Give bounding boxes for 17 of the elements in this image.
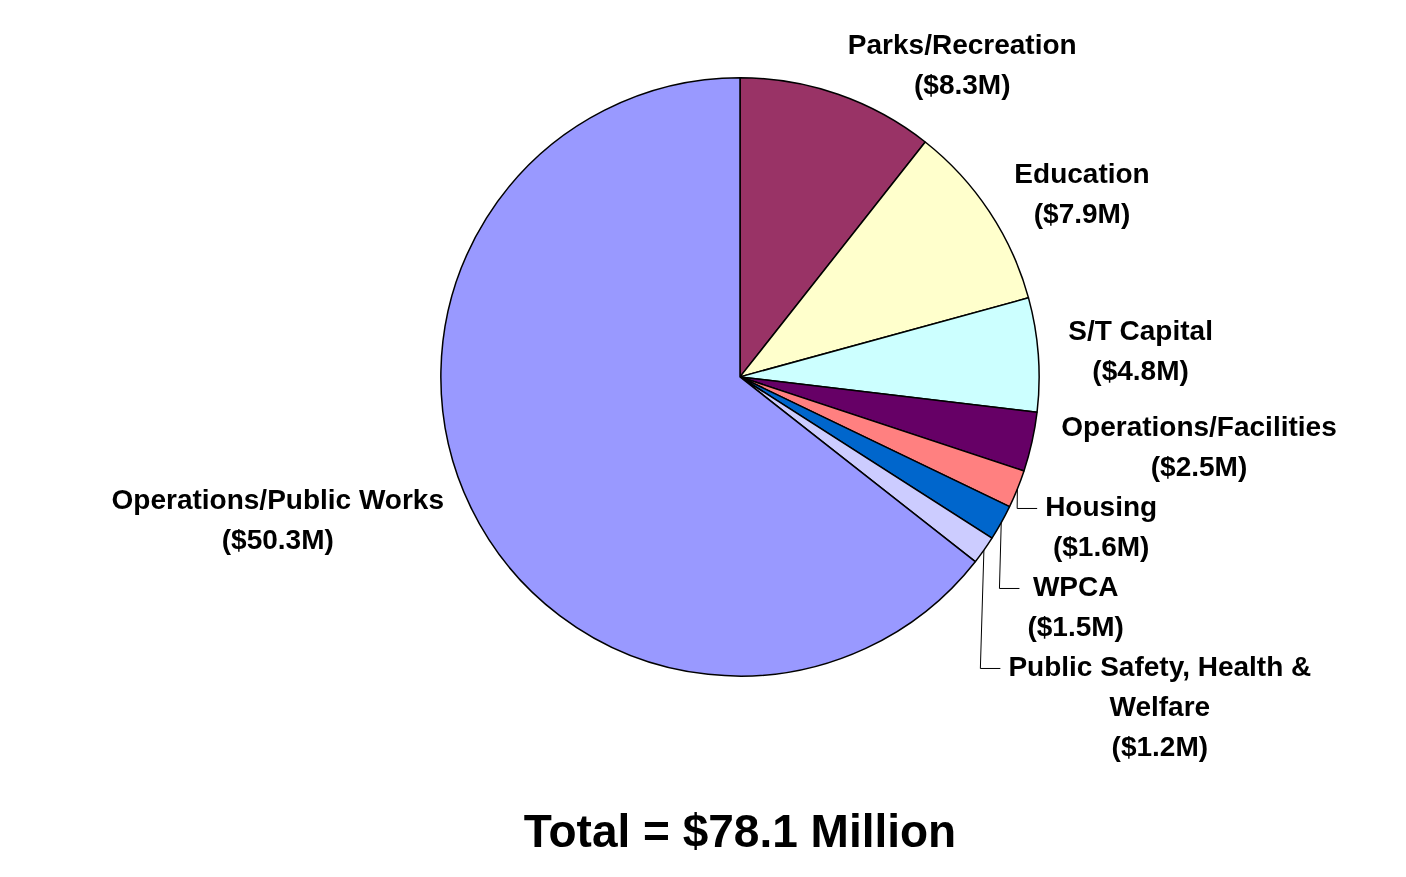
data-label: ($7.9M) xyxy=(1033,197,1131,229)
data-label: ($4.8M) xyxy=(1092,355,1189,387)
slice-label: Parks/Recreation xyxy=(847,28,1077,60)
slice-label: Operations/Public Works xyxy=(111,483,444,515)
data-label: ($1.5M) xyxy=(1027,611,1124,643)
text: Total = $78.1 Million xyxy=(523,805,957,858)
data-label: ($1.2M) xyxy=(1111,731,1209,763)
data-label: ($1.6M) xyxy=(1052,531,1150,563)
slice-label: WPCA xyxy=(1032,571,1119,603)
slice-label: Public Safety, Health & Welfare xyxy=(1008,651,1312,723)
slice-label: S/T Capital xyxy=(1068,315,1213,347)
slice-label: Operations/Facilities xyxy=(1061,411,1337,443)
data-label: ($8.3M) xyxy=(914,68,1011,100)
data-label: ($2.5M) xyxy=(1150,451,1248,483)
slice-label: Education xyxy=(1014,157,1150,189)
slice-label: Housing xyxy=(1045,491,1158,523)
data-label: ($50.3M) xyxy=(221,523,334,555)
